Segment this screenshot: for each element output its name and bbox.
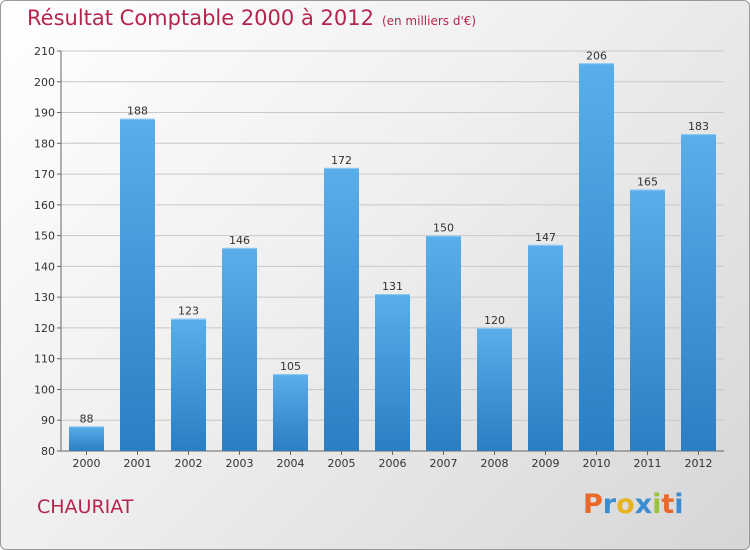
chart-title: Résultat Comptable 2000 à 2012 bbox=[27, 6, 374, 30]
x-tick-label: 2012 bbox=[685, 457, 713, 470]
y-tick-label: 190 bbox=[34, 107, 55, 120]
bar bbox=[171, 318, 206, 451]
y-tick-label: 90 bbox=[41, 414, 55, 427]
brand-letter: o bbox=[616, 489, 635, 520]
x-tick-label: 2006 bbox=[379, 457, 407, 470]
data-label: 165 bbox=[637, 175, 658, 188]
y-tick-label: 180 bbox=[34, 137, 55, 150]
x-tick-label: 2003 bbox=[226, 457, 254, 470]
brand-letter: P bbox=[583, 489, 603, 520]
data-label: 206 bbox=[586, 49, 607, 62]
x-tick-label: 2011 bbox=[634, 457, 662, 470]
proxiti-logo: Proxiti bbox=[583, 489, 684, 520]
bar bbox=[477, 327, 512, 451]
bar bbox=[120, 118, 155, 451]
data-label: 150 bbox=[433, 222, 454, 235]
bar bbox=[273, 374, 308, 451]
brand-letter: r bbox=[602, 489, 617, 520]
chart-title-row: Résultat Comptable 2000 à 2012 (en millie… bbox=[27, 6, 476, 30]
brand-letter: i bbox=[652, 489, 662, 520]
bar bbox=[69, 426, 104, 451]
data-label: 131 bbox=[382, 280, 403, 293]
bar bbox=[681, 134, 716, 452]
bar bbox=[426, 235, 461, 451]
data-label: 123 bbox=[178, 305, 199, 318]
data-label: 183 bbox=[688, 120, 709, 133]
x-tick-label: 2000 bbox=[73, 457, 101, 470]
brand-letter: t bbox=[661, 489, 675, 520]
data-label: 147 bbox=[535, 231, 556, 244]
y-tick-label: 140 bbox=[34, 260, 55, 273]
x-tick-label: 2005 bbox=[328, 457, 356, 470]
y-tick-label: 120 bbox=[34, 322, 55, 335]
x-tick-label: 2009 bbox=[532, 457, 560, 470]
data-label: 105 bbox=[280, 360, 301, 373]
data-label: 120 bbox=[484, 314, 505, 327]
y-tick-label: 170 bbox=[34, 168, 55, 181]
y-tick-label: 160 bbox=[34, 199, 55, 212]
brand-letter: i bbox=[674, 489, 684, 520]
y-tick-label: 200 bbox=[34, 76, 55, 89]
x-tick-label: 2008 bbox=[481, 457, 509, 470]
y-tick-label: 150 bbox=[34, 230, 55, 243]
y-tick-label: 80 bbox=[41, 445, 55, 458]
bar bbox=[528, 244, 563, 451]
data-label: 88 bbox=[80, 412, 94, 425]
commune-name: CHAURIAT bbox=[37, 496, 134, 518]
y-tick-label: 130 bbox=[34, 291, 55, 304]
data-label: 188 bbox=[127, 105, 148, 118]
data-label: 146 bbox=[229, 234, 250, 247]
y-tick-label: 110 bbox=[34, 353, 55, 366]
bar bbox=[630, 189, 665, 451]
data-label: 172 bbox=[331, 154, 352, 167]
bar bbox=[324, 167, 359, 451]
x-tick-label: 2010 bbox=[583, 457, 611, 470]
bar bbox=[222, 247, 257, 451]
chart-subtitle: (en milliers d'€) bbox=[381, 14, 477, 28]
bar bbox=[579, 63, 614, 452]
x-tick-label: 2007 bbox=[430, 457, 458, 470]
y-tick-label: 210 bbox=[34, 45, 55, 58]
x-tick-label: 2002 bbox=[175, 457, 203, 470]
x-tick-label: 2001 bbox=[124, 457, 152, 470]
x-tick-label: 2004 bbox=[277, 457, 305, 470]
brand-letter: x bbox=[634, 489, 653, 520]
bar bbox=[375, 294, 410, 451]
y-tick-label: 100 bbox=[34, 383, 55, 396]
